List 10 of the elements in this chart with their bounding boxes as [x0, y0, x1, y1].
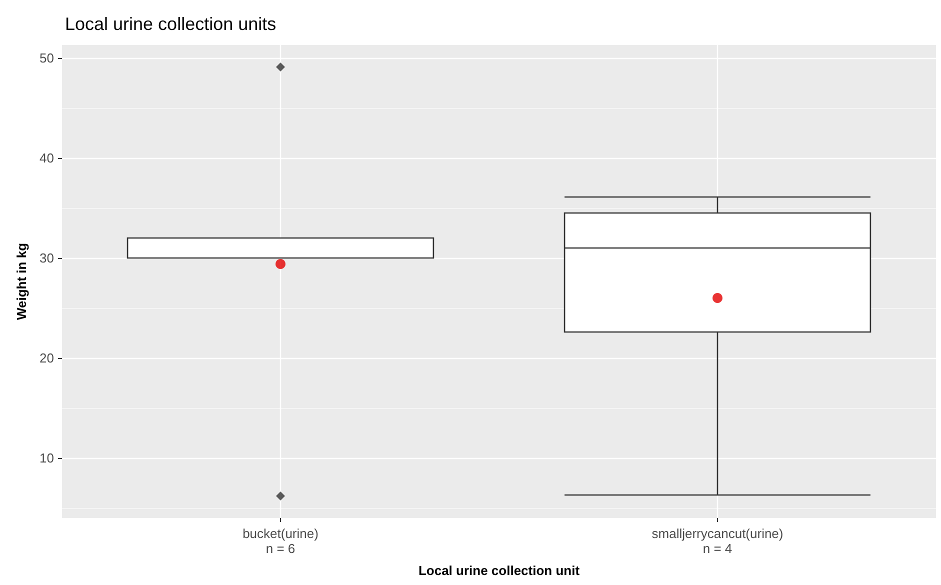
y-tick-label: 10 — [40, 450, 54, 466]
x-tick-label: smalljerrycancut(urine) n = 4 — [652, 526, 784, 556]
x-axis-title: Local urine collection unit — [418, 563, 580, 578]
y-tick-label: 20 — [40, 350, 54, 366]
y-tick-label: 50 — [40, 50, 54, 66]
y-tick-label: 30 — [40, 250, 54, 266]
x-tick-label: bucket(urine) n = 6 — [242, 526, 318, 556]
y-axis-title: Weight in kg — [14, 242, 29, 320]
chart-title: Local urine collection units — [65, 14, 276, 34]
y-tick-label: 40 — [40, 150, 54, 166]
